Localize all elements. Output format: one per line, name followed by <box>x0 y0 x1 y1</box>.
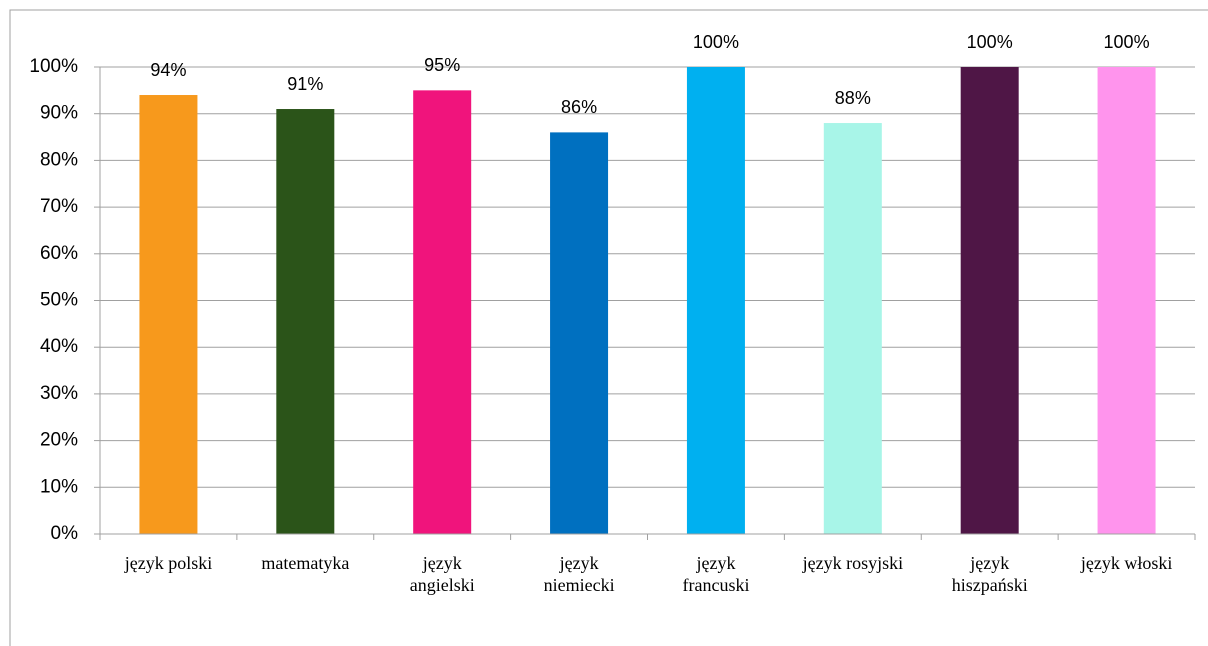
bar <box>960 67 1019 534</box>
x-tick-label: język niemiecki <box>543 553 615 595</box>
chart-frame <box>9 9 1208 646</box>
y-tick-label: 30% <box>40 383 78 404</box>
value-label: 94% <box>150 60 186 80</box>
y-tick-label: 80% <box>40 149 78 170</box>
y-tick-label: 40% <box>40 336 78 357</box>
value-label: 91% <box>287 74 323 94</box>
y-tick-label: 100% <box>29 56 78 77</box>
value-label: 88% <box>835 88 871 108</box>
bar <box>276 109 335 534</box>
y-tick-label: 90% <box>40 103 78 124</box>
x-tick-label: język francuski <box>682 553 750 595</box>
x-tick-label: język hiszpański <box>951 553 1028 595</box>
bar <box>1097 67 1156 534</box>
value-label: 100% <box>693 32 739 52</box>
y-tick-label: 60% <box>40 243 78 264</box>
bar <box>139 95 198 535</box>
x-tick-label: język polski <box>124 553 213 573</box>
bar <box>686 67 745 534</box>
bar <box>413 90 472 534</box>
value-label: 100% <box>967 32 1013 52</box>
y-tick-label: 10% <box>40 476 78 497</box>
x-tick-label: język włoski <box>1080 553 1173 573</box>
x-tick-label: język angielski <box>409 553 475 595</box>
value-label: 100% <box>1104 32 1150 52</box>
y-tick-label: 70% <box>40 196 78 217</box>
y-tick-label: 20% <box>40 430 78 451</box>
value-label: 86% <box>561 97 597 117</box>
x-tick-label: język rosyjski <box>802 553 904 573</box>
y-tick-label: 0% <box>51 523 79 544</box>
value-label: 95% <box>424 55 460 75</box>
bar <box>550 132 609 534</box>
y-tick-label: 50% <box>40 290 78 311</box>
x-tick-label: matematyka <box>261 553 350 573</box>
bar <box>823 123 882 534</box>
